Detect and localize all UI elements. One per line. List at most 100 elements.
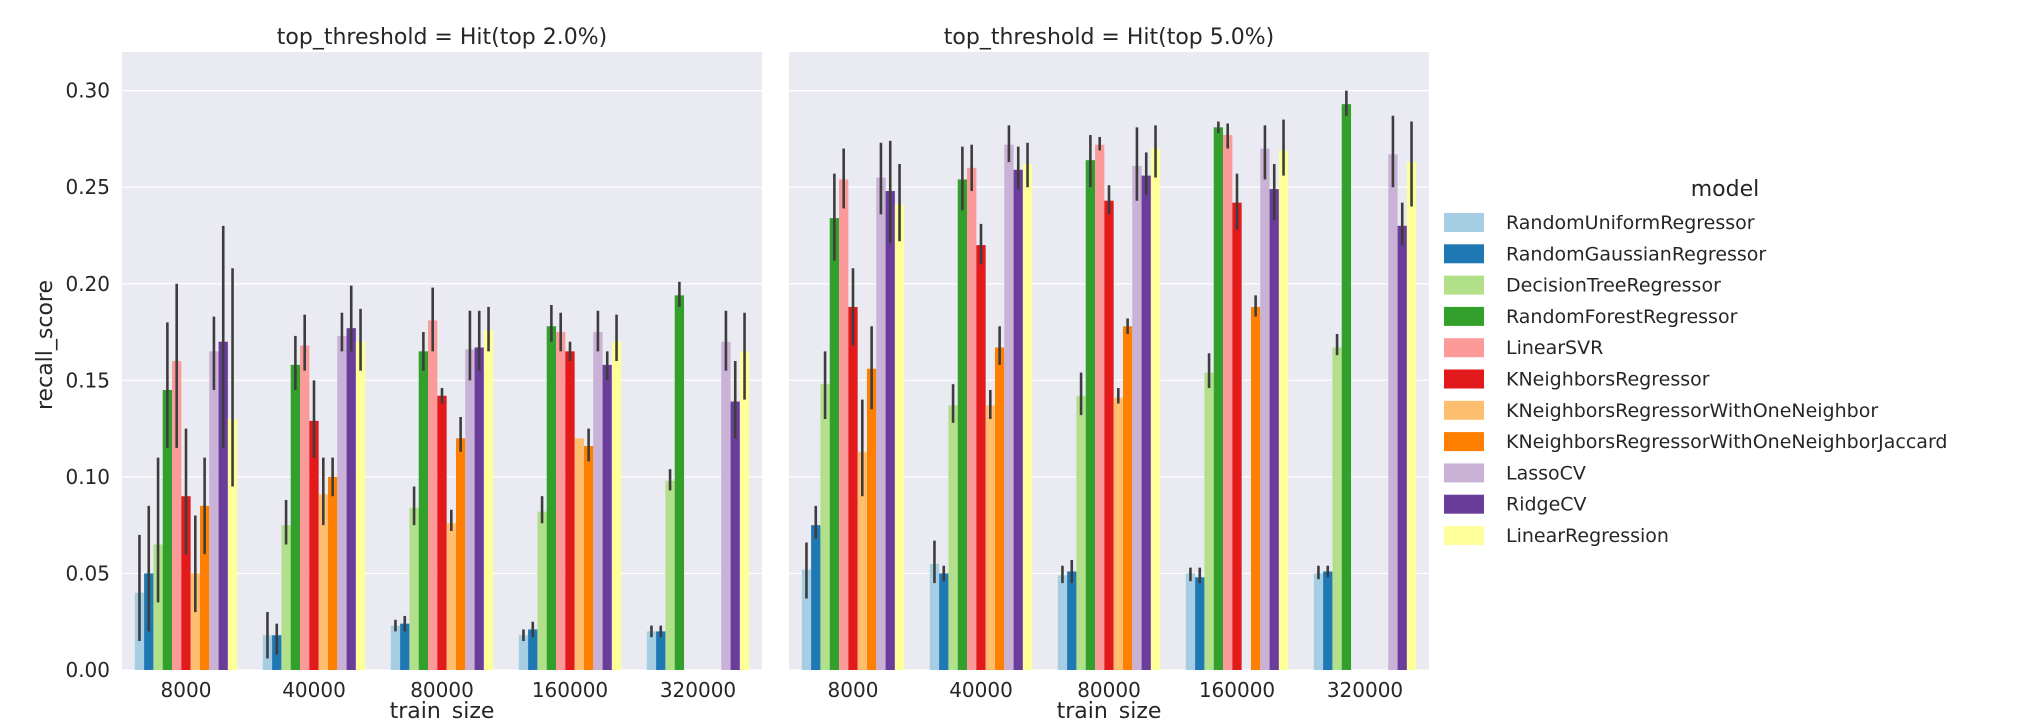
legend-swatch (1444, 338, 1484, 358)
bar-RandomUniformRegressor-160000 (518, 635, 529, 670)
bar-LinearRegression-80000 (1150, 148, 1161, 670)
bar-DecisionTreeRegressor-40000 (948, 405, 958, 670)
bar-KNeighborsRegressorWithOneNeighborJaccard-160000 (583, 445, 594, 670)
bar-KNeighborsRegressor-40000 (309, 420, 319, 670)
panel-title: top_threshold = Hit(top 2.0%) (277, 25, 607, 50)
bar-LassoCV-40000 (337, 335, 347, 670)
bar-LinearSVR-160000 (1223, 135, 1233, 670)
bar-DecisionTreeRegressor-40000 (281, 525, 291, 670)
bar-RidgeCV-8000 (885, 191, 895, 671)
legend-swatch (1444, 369, 1484, 389)
bar-KNeighborsRegressorWithOneNeighbor-40000 (985, 405, 995, 670)
x-tick-label: 40000 (949, 678, 1013, 702)
y-tick-label: 0.00 (65, 658, 110, 682)
x-tick-label: 160000 (532, 678, 608, 702)
bar-RidgeCV-80000 (1141, 175, 1151, 670)
bar-RandomGaussianRegressor-40000 (939, 573, 949, 670)
bar-LinearRegression-160000 (1278, 150, 1289, 670)
y-tick-label: 0.30 (65, 79, 110, 103)
legend-label: KNeighborsRegressor (1506, 369, 1710, 391)
x-tick-label: 80000 (410, 678, 474, 702)
legend-swatch (1444, 432, 1484, 452)
x-tick-label: 8000 (161, 678, 212, 702)
legend-label: RandomGaussianRegressor (1506, 243, 1766, 265)
bar-RandomForestRegressor-80000 (1085, 160, 1096, 670)
bar-LassoCV-8000 (876, 177, 886, 670)
bar-RandomGaussianRegressor-8000 (811, 525, 821, 670)
bar-LinearRegression-40000 (1022, 164, 1033, 670)
bar-RandomForestRegressor-40000 (290, 364, 301, 670)
bar-LassoCV-8000 (209, 351, 219, 670)
bar-RandomUniformRegressor-320000 (1313, 573, 1324, 670)
bar-RandomForestRegressor-8000 (829, 218, 840, 670)
bar-KNeighborsRegressor-40000 (976, 245, 986, 670)
legend-swatch (1444, 463, 1484, 483)
bar-KNeighborsRegressorWithOneNeighborJaccard-8000 (199, 505, 210, 670)
bar-LinearRegression-8000 (227, 418, 238, 670)
y-tick-label: 0.05 (65, 561, 110, 585)
bar-RidgeCV-8000 (218, 341, 228, 670)
legend-swatch (1444, 213, 1484, 232)
legend-label: LassoCV (1506, 462, 1586, 484)
bar-KNeighborsRegressorWithOneNeighborJaccard-40000 (994, 347, 1005, 670)
bar-KNeighborsRegressorWithOneNeighbor-8000 (857, 451, 867, 670)
legend-swatch (1444, 244, 1484, 264)
x-tick-label: 8000 (828, 678, 879, 702)
bar-RandomForestRegressor-320000 (674, 295, 685, 670)
x-tick-label: 320000 (1327, 678, 1403, 702)
y-tick-label: 0.20 (65, 272, 110, 296)
bar-KNeighborsRegressor-160000 (1232, 202, 1242, 670)
bar-KNeighborsRegressorWithOneNeighbor-80000 (446, 523, 456, 670)
legend-title: model (1691, 177, 1760, 202)
bar-RandomForestRegressor-40000 (957, 179, 968, 670)
bar-KNeighborsRegressorWithOneNeighbor-160000 (574, 438, 584, 670)
bar-LassoCV-160000 (1260, 148, 1270, 670)
bar-LinearSVR-8000 (839, 179, 849, 670)
y-tick-label: 0.15 (65, 368, 110, 392)
bar-LinearRegression-8000 (894, 204, 905, 670)
legend-swatch (1444, 400, 1484, 420)
bar-KNeighborsRegressorWithOneNeighbor-40000 (318, 494, 328, 670)
bar-LinearSVR-40000 (300, 345, 310, 670)
bar-LinearSVR-80000 (428, 320, 438, 670)
bar-DecisionTreeRegressor-320000 (1332, 347, 1342, 670)
bar-RandomGaussianRegressor-160000 (528, 629, 538, 670)
bar-KNeighborsRegressorWithOneNeighbor-80000 (1113, 397, 1123, 670)
bar-LinearRegression-160000 (611, 341, 622, 670)
legend-swatch (1444, 526, 1484, 545)
bar-DecisionTreeRegressor-320000 (665, 480, 675, 670)
bar-RidgeCV-40000 (346, 328, 356, 670)
bar-RandomGaussianRegressor-80000 (1067, 571, 1077, 670)
legend-label: LinearRegression (1506, 525, 1669, 547)
bar-RandomForestRegressor-160000 (1213, 127, 1224, 671)
panel-1: top_threshold = Hit(top 2.0%) 8000 40000 80… (65, 25, 762, 720)
bar-RandomForestRegressor-320000 (1341, 104, 1352, 671)
bar-LinearSVR-160000 (556, 332, 566, 670)
bar-LassoCV-160000 (593, 332, 603, 670)
bar-KNeighborsRegressorWithOneNeighborJaccard-40000 (327, 476, 338, 670)
x-axis-label: train_size (1057, 699, 1162, 720)
bar-DecisionTreeRegressor-160000 (537, 511, 547, 670)
x-tick-label: 160000 (1199, 678, 1275, 702)
bar-KNeighborsRegressor-80000 (437, 395, 447, 670)
bar-LinearRegression-80000 (483, 330, 494, 670)
bar-KNeighborsRegressor-8000 (181, 496, 191, 670)
bar-LassoCV-320000 (721, 341, 731, 670)
bar-RandomForestRegressor-8000 (162, 389, 173, 670)
bar-DecisionTreeRegressor-8000 (153, 544, 163, 670)
legend-label: LinearSVR (1506, 337, 1603, 359)
legend-label: RandomForestRegressor (1506, 306, 1738, 328)
bar-LinearRegression-320000 (1406, 162, 1417, 671)
bar-RandomUniformRegressor-40000 (929, 563, 940, 670)
bar-LassoCV-80000 (465, 349, 475, 670)
x-axis-label: train_size (390, 699, 495, 720)
legend-swatch (1444, 306, 1484, 326)
bar-LassoCV-320000 (1388, 154, 1398, 670)
panel-2: top_threshold = Hit(top 5.0%) 8000 40000 80… (789, 25, 1429, 720)
x-tick-label: 320000 (660, 678, 736, 702)
y-axis-label: recall_score (33, 280, 58, 410)
bar-KNeighborsRegressorWithOneNeighborJaccard-80000 (455, 438, 466, 670)
bar-RandomUniformRegressor-8000 (801, 569, 812, 670)
bar-LinearRegression-40000 (355, 341, 366, 670)
